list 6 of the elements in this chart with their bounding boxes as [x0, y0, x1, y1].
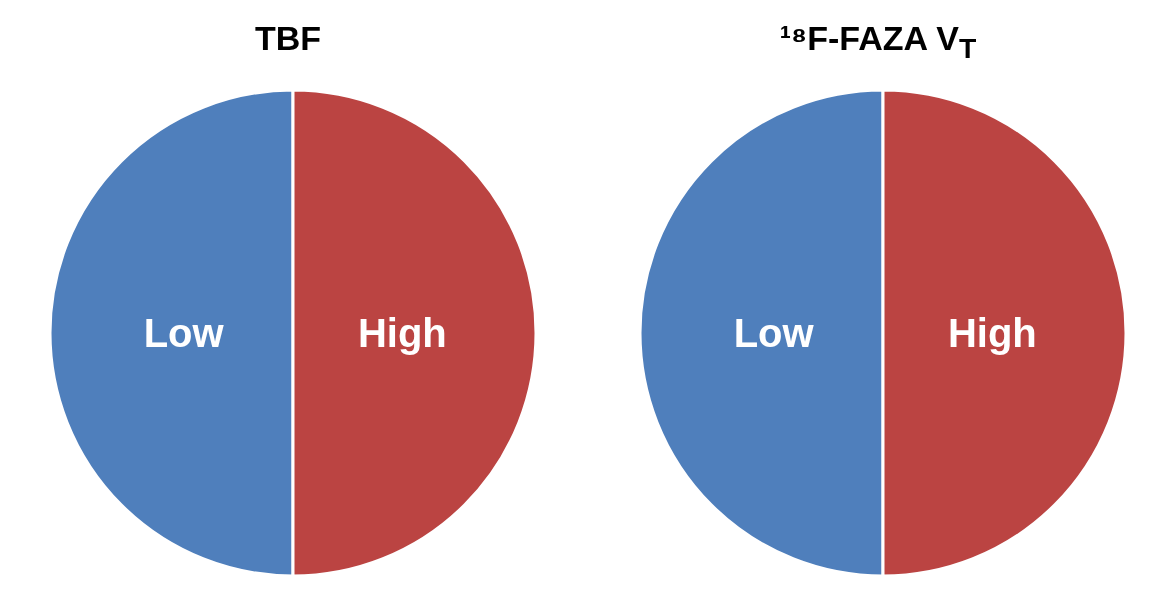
slice-label: Low: [733, 311, 815, 355]
chart-title: ¹⁸F-FAZA V$_{T}$: [779, 18, 977, 66]
chart-title: TBF: [254, 18, 322, 59]
slice-label: High: [357, 311, 447, 355]
slice-label: High: [947, 311, 1037, 355]
slice-label: Low: [143, 311, 225, 355]
